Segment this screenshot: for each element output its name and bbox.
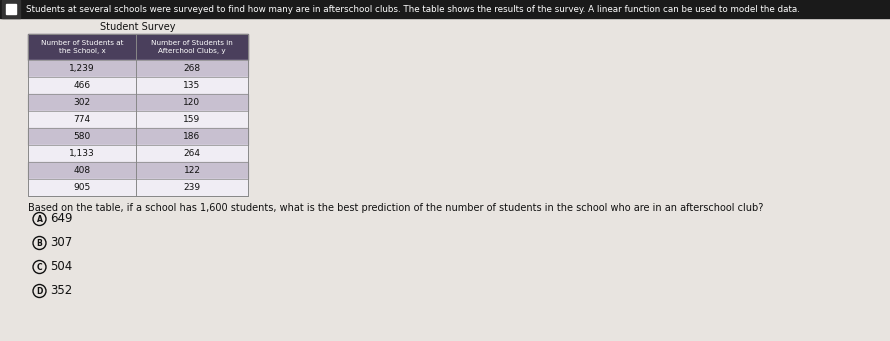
Text: A: A	[36, 214, 43, 223]
Bar	[28, 94, 248, 111]
Text: 268: 268	[183, 64, 200, 73]
Text: 307: 307	[50, 237, 72, 250]
Bar	[28, 128, 248, 145]
Bar	[28, 179, 248, 196]
Text: 504: 504	[50, 261, 72, 273]
Text: 466: 466	[74, 81, 91, 90]
Text: 120: 120	[183, 98, 200, 107]
Bar	[28, 111, 248, 128]
Text: Student Survey: Student Survey	[101, 22, 175, 32]
Bar	[0, 0, 890, 18]
Text: 264: 264	[183, 149, 200, 158]
Text: 186: 186	[183, 132, 200, 141]
Bar	[28, 145, 248, 162]
Text: Number of Students in
Afterchool Clubs, y: Number of Students in Afterchool Clubs, …	[151, 40, 233, 54]
Bar	[28, 162, 248, 179]
Text: Students at several schools were surveyed to find how many are in afterschool cl: Students at several schools were surveye…	[26, 4, 800, 14]
Text: 302: 302	[74, 98, 91, 107]
Text: 135: 135	[183, 81, 200, 90]
Text: 159: 159	[183, 115, 200, 124]
Text: C: C	[36, 263, 43, 271]
Text: 774: 774	[74, 115, 91, 124]
Bar	[28, 77, 248, 94]
Text: B: B	[36, 238, 43, 248]
Text: 352: 352	[50, 284, 72, 297]
Text: 580: 580	[73, 132, 91, 141]
Text: Based on the table, if a school has 1,600 students, what is the best prediction : Based on the table, if a school has 1,60…	[28, 203, 764, 213]
Bar	[28, 34, 248, 60]
Text: 905: 905	[73, 183, 91, 192]
Bar	[6, 4, 16, 14]
Text: 649: 649	[50, 212, 72, 225]
Text: Number of Students at
the School, x: Number of Students at the School, x	[41, 40, 123, 54]
Text: 122: 122	[183, 166, 200, 175]
Text: 408: 408	[74, 166, 91, 175]
Text: 1,239: 1,239	[69, 64, 95, 73]
Bar	[2, 0, 20, 18]
Bar	[28, 60, 248, 77]
Text: 1,133: 1,133	[69, 149, 95, 158]
Text: D: D	[36, 286, 43, 296]
Text: 239: 239	[183, 183, 200, 192]
Bar	[28, 34, 248, 196]
